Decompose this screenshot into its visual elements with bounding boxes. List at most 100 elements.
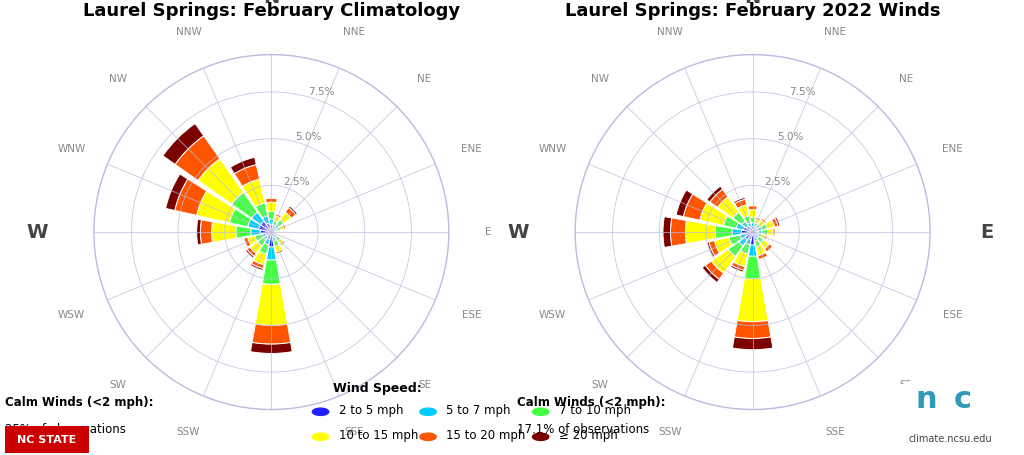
- Bar: [755, 240, 761, 247]
- Bar: [259, 243, 268, 254]
- Text: WNW: WNW: [539, 144, 566, 154]
- Bar: [272, 237, 276, 241]
- Text: ≥ 20 mph: ≥ 20 mph: [559, 430, 617, 442]
- Bar: [276, 233, 279, 236]
- Bar: [737, 205, 749, 218]
- Bar: [715, 238, 732, 253]
- Text: ESE: ESE: [462, 310, 481, 320]
- Bar: [754, 227, 756, 229]
- Bar: [236, 226, 251, 238]
- Text: Wind Speed:: Wind Speed:: [333, 382, 422, 395]
- Bar: [756, 217, 761, 221]
- Bar: [729, 235, 741, 245]
- Bar: [253, 251, 266, 265]
- Bar: [251, 260, 264, 268]
- Bar: [752, 227, 754, 232]
- Bar: [676, 190, 692, 217]
- Bar: [749, 245, 757, 256]
- Bar: [734, 199, 746, 208]
- Bar: [255, 234, 263, 241]
- Text: 7 to 10 mph: 7 to 10 mph: [559, 404, 631, 417]
- Circle shape: [961, 386, 999, 409]
- Bar: [732, 228, 741, 236]
- Text: NNE: NNE: [343, 27, 366, 37]
- Bar: [248, 236, 257, 245]
- Text: SE: SE: [899, 380, 912, 390]
- Bar: [683, 194, 707, 220]
- Text: Calm Winds (<2 mph):: Calm Winds (<2 mph):: [5, 396, 154, 409]
- Text: 25% of observations: 25% of observations: [5, 423, 126, 436]
- Text: WSW: WSW: [539, 310, 566, 320]
- Text: N: N: [744, 0, 761, 7]
- Bar: [255, 283, 288, 325]
- Bar: [275, 231, 276, 233]
- Bar: [166, 174, 187, 211]
- Bar: [728, 242, 743, 257]
- Bar: [758, 220, 765, 227]
- Text: W: W: [27, 222, 48, 242]
- Text: WSW: WSW: [57, 310, 85, 320]
- Text: ENE: ENE: [461, 144, 481, 154]
- Bar: [755, 219, 760, 224]
- Bar: [276, 220, 284, 227]
- Bar: [271, 232, 274, 238]
- Bar: [764, 235, 767, 240]
- Bar: [757, 236, 763, 243]
- Bar: [748, 223, 752, 228]
- Bar: [289, 206, 297, 215]
- Bar: [741, 230, 753, 234]
- Bar: [273, 232, 275, 233]
- Bar: [731, 262, 744, 270]
- Text: E: E: [484, 227, 492, 237]
- Bar: [737, 278, 768, 322]
- Bar: [753, 229, 758, 232]
- Bar: [250, 263, 263, 270]
- Text: NNW: NNW: [176, 27, 202, 37]
- Bar: [761, 224, 767, 230]
- Bar: [749, 206, 757, 210]
- Bar: [749, 210, 757, 217]
- Text: NNE: NNE: [824, 27, 847, 37]
- Text: 10 to 15 mph: 10 to 15 mph: [339, 430, 419, 442]
- Bar: [175, 136, 220, 181]
- Bar: [753, 229, 756, 232]
- Bar: [762, 229, 768, 235]
- Text: NE: NE: [899, 74, 912, 84]
- Bar: [765, 244, 772, 252]
- Bar: [243, 179, 265, 207]
- Bar: [234, 165, 259, 186]
- Bar: [267, 232, 271, 237]
- Text: Calm Winds (<2 mph):: Calm Winds (<2 mph):: [517, 396, 666, 409]
- Bar: [753, 231, 758, 233]
- Bar: [671, 218, 686, 246]
- Bar: [266, 202, 276, 212]
- Bar: [706, 261, 724, 279]
- Bar: [753, 232, 756, 235]
- Bar: [745, 232, 753, 240]
- Text: 2 to 5 mph: 2 to 5 mph: [339, 404, 403, 417]
- Text: N: N: [263, 0, 280, 7]
- Bar: [271, 232, 273, 233]
- Text: NW: NW: [591, 74, 608, 84]
- Text: 15 to 20 mph: 15 to 20 mph: [446, 430, 526, 442]
- Bar: [268, 212, 274, 219]
- Bar: [758, 233, 762, 237]
- Bar: [266, 232, 271, 235]
- Circle shape: [942, 374, 989, 402]
- Text: NE: NE: [418, 74, 431, 84]
- Bar: [175, 179, 207, 215]
- Text: SSW: SSW: [177, 427, 201, 437]
- Bar: [724, 216, 738, 228]
- Bar: [753, 232, 756, 238]
- Bar: [716, 226, 732, 238]
- Bar: [746, 226, 753, 232]
- Bar: [262, 216, 269, 224]
- Bar: [269, 219, 273, 225]
- Bar: [758, 253, 768, 259]
- Bar: [707, 186, 723, 202]
- Text: SW: SW: [591, 380, 608, 390]
- Bar: [773, 228, 775, 236]
- Bar: [247, 247, 256, 257]
- Bar: [745, 232, 753, 236]
- Text: 5 to 7 mph: 5 to 7 mph: [446, 404, 511, 417]
